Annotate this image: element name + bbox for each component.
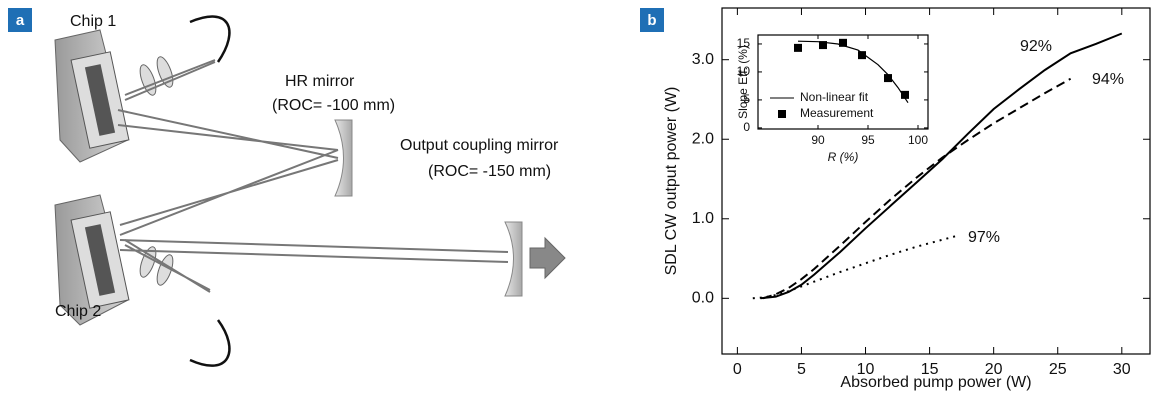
x-tick-label: 90 (811, 133, 825, 147)
series-label: 97% (968, 229, 1000, 246)
y-axis-label: SDL CW output power (W) (663, 87, 680, 276)
y-tick-label: 0.0 (692, 290, 714, 307)
panel-label-box (8, 8, 32, 32)
x-tick-label: 15 (921, 361, 939, 378)
x-tick-label: 95 (861, 133, 875, 147)
x-tick-label: 5 (797, 361, 806, 378)
marker (794, 43, 802, 52)
x-axis-label: Absorbed pump power (W) (840, 374, 1031, 391)
y-tick-label: 2.0 (692, 130, 714, 147)
diagram (54, 15, 566, 367)
y-tick-label: 5 (743, 92, 750, 106)
marker (858, 51, 866, 60)
line (752, 235, 956, 300)
diagram-label: Output coupling mirror (400, 137, 559, 154)
series-label: 92% (1020, 38, 1052, 55)
diagram-label: (ROC= -150 mm) (428, 163, 551, 180)
marker (819, 41, 827, 50)
marker (839, 38, 847, 47)
y-tick-label: 0 (743, 120, 750, 134)
series-label: 94% (1092, 71, 1124, 88)
line (762, 77, 1072, 300)
x-tick-label: 20 (985, 361, 1003, 378)
x-tick-label: 0 (733, 361, 742, 378)
x-tick-label: 10 (857, 361, 875, 378)
panel-label-box (640, 8, 664, 32)
x-tick-label: 100 (908, 133, 928, 147)
marker (884, 74, 892, 83)
y-tick-label: 1.0 (692, 210, 714, 227)
panel-label: a (16, 12, 25, 29)
x-tick-label: 30 (1113, 361, 1131, 378)
diagram-label: Chip 1 (70, 13, 116, 30)
y-axis-label: Slope Eff. (%) (736, 45, 750, 119)
legend-label: Measurement (800, 106, 874, 120)
diagram-label: HR mirror (285, 73, 355, 90)
diagram-label: Chip 2 (55, 303, 101, 320)
plot-frame (757, 34, 929, 130)
panel-label: b (647, 12, 656, 29)
marker (901, 90, 909, 99)
y-tick-label: 10 (737, 64, 751, 78)
x-tick-label: 25 (1049, 361, 1067, 378)
x-axis-label: R (%) (828, 150, 859, 164)
y-tick-label: 3.0 (692, 51, 714, 68)
legend-marker (778, 110, 786, 118)
line (760, 32, 1123, 300)
diagram-label: (ROC= -100 mm) (272, 97, 395, 114)
y-tick-label: 15 (737, 36, 751, 50)
legend-label: Non-linear fit (800, 90, 869, 104)
